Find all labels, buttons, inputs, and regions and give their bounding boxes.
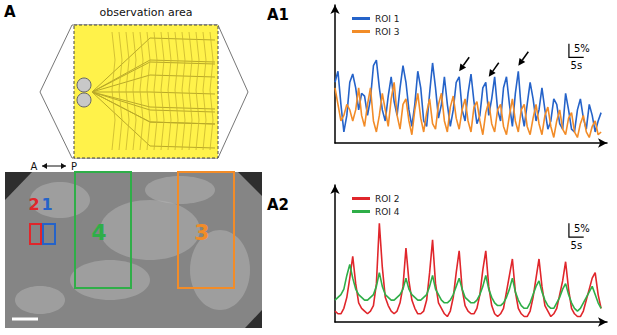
svg-text:3: 3 bbox=[194, 220, 209, 245]
svg-text:ROI 4: ROI 4 bbox=[375, 207, 400, 217]
svg-text:A: A bbox=[31, 161, 38, 172]
svg-text:2: 2 bbox=[28, 195, 39, 214]
svg-text:4: 4 bbox=[91, 220, 106, 245]
svg-text:5%: 5% bbox=[574, 223, 590, 234]
svg-text:ROI 3: ROI 3 bbox=[375, 27, 400, 37]
svg-text:ROI 1: ROI 1 bbox=[375, 14, 400, 24]
svg-text:A: A bbox=[4, 3, 16, 21]
svg-text:A1: A1 bbox=[267, 6, 289, 24]
svg-text:ROI 2: ROI 2 bbox=[375, 194, 400, 204]
svg-text:5s: 5s bbox=[571, 60, 583, 71]
svg-text:5s: 5s bbox=[571, 240, 583, 251]
svg-text:P: P bbox=[71, 161, 77, 172]
svg-text:observation area: observation area bbox=[99, 6, 192, 19]
svg-text:5%: 5% bbox=[574, 43, 590, 54]
svg-text:1: 1 bbox=[41, 195, 52, 214]
svg-text:A2: A2 bbox=[267, 196, 289, 214]
